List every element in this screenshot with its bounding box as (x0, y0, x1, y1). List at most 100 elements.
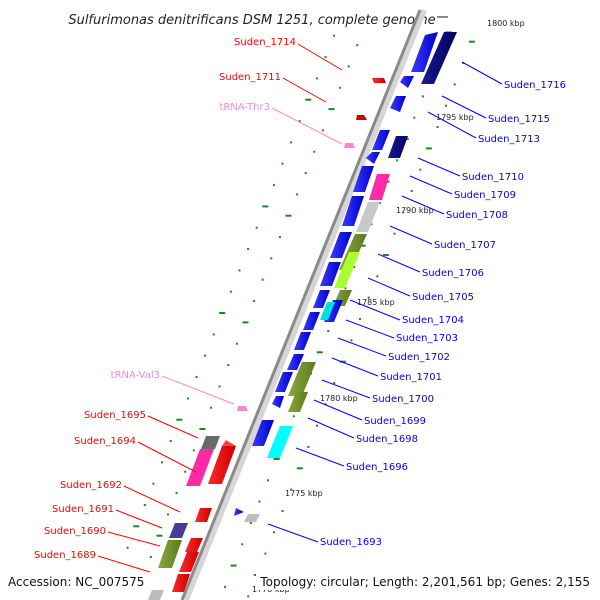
gene-label-suden-1706[interactable]: Suden_1706 (422, 268, 484, 279)
gene-label-suden-1703[interactable]: Suden_1703 (396, 333, 458, 344)
gene-label-suden-1713[interactable]: Suden_1713 (478, 134, 540, 145)
gene-block[interactable] (411, 32, 438, 72)
gene-label-suden-1690[interactable]: Suden_1690 (44, 526, 106, 537)
gene-block[interactable] (222, 440, 236, 446)
gene-label-suden-1689[interactable]: Suden_1689 (34, 550, 96, 561)
gene-label-suden-1695[interactable]: Suden_1695 (84, 410, 146, 421)
gene-block[interactable] (388, 136, 408, 158)
gene-block[interactable] (366, 152, 380, 164)
gene-label-suden-1704[interactable]: Suden_1704 (402, 315, 464, 326)
track-tick (235, 342, 238, 345)
gene-label-suden-1716[interactable]: Suden_1716 (504, 80, 566, 91)
gene-block[interactable] (252, 420, 274, 446)
gene-block[interactable] (303, 312, 320, 330)
gene-block[interactable] (288, 362, 316, 396)
gene-label-suden-1692[interactable]: Suden_1692 (60, 480, 122, 491)
trna-block[interactable] (237, 406, 248, 411)
gene-block[interactable] (421, 32, 457, 84)
gene-block[interactable] (320, 302, 335, 320)
footer-left-bg (4, 572, 136, 590)
gene-block[interactable] (353, 166, 374, 192)
track-tick (258, 500, 261, 503)
gene-block[interactable] (186, 449, 214, 486)
gene-label-suden-1694[interactable]: Suden_1694 (74, 436, 136, 447)
gene-label-trna-val3[interactable]: tRNA-Val3 (111, 370, 160, 381)
trna-block[interactable] (344, 143, 355, 148)
gene-label-suden-1711[interactable]: Suden_1711 (219, 72, 281, 83)
gene-label-suden-1705[interactable]: Suden_1705 (412, 292, 474, 303)
gene-block[interactable] (169, 523, 188, 538)
gene-block[interactable] (313, 290, 330, 308)
gene-block[interactable] (330, 232, 352, 258)
track-tick (333, 382, 336, 384)
gene-block[interactable] (185, 538, 203, 552)
gene-block[interactable] (400, 76, 414, 88)
gene-block[interactable] (158, 540, 182, 568)
gene-block[interactable] (195, 508, 212, 522)
gene-label-suden-1698[interactable]: Suden_1698 (356, 434, 418, 445)
gene-label-suden-1702[interactable]: Suden_1702 (388, 352, 450, 363)
track-tick (328, 108, 335, 111)
track-tick (281, 510, 284, 512)
track-tick (161, 461, 163, 464)
gene-block[interactable] (208, 446, 236, 484)
connector (417, 157, 461, 177)
gene-label-suden-1696[interactable]: Suden_1696 (346, 462, 408, 473)
gene-block[interactable] (172, 574, 190, 592)
connector (137, 441, 197, 473)
gene-label-suden-1710[interactable]: Suden_1710 (462, 172, 524, 183)
gene-block[interactable] (356, 202, 380, 232)
track-tick (175, 492, 178, 494)
gene-block[interactable] (372, 78, 386, 83)
track-tick (419, 168, 422, 171)
gene-block[interactable] (267, 426, 293, 458)
track-tick (359, 318, 361, 320)
gene-block[interactable] (272, 396, 284, 408)
gene-label-suden-1714[interactable]: Suden_1714 (234, 37, 296, 48)
gene-block[interactable] (234, 508, 244, 516)
gene-block[interactable] (369, 174, 390, 200)
track-tick (169, 440, 172, 442)
connector (377, 253, 421, 273)
gene-block[interactable] (288, 392, 308, 412)
gene-block[interactable] (275, 372, 293, 392)
track-tick (298, 120, 301, 123)
gene-block[interactable] (342, 196, 364, 226)
gene-block[interactable] (390, 96, 406, 112)
gene-label-suden-1707[interactable]: Suden_1707 (434, 240, 496, 251)
gene-label-suden-1693[interactable]: Suden_1693 (320, 537, 382, 548)
gene-block[interactable] (372, 130, 390, 150)
track-tick (296, 193, 299, 196)
connector (331, 357, 379, 377)
track-tick (304, 172, 307, 175)
gene-block[interactable] (356, 115, 367, 120)
track-tick (199, 428, 206, 430)
gene-label-suden-1699[interactable]: Suden_1699 (364, 416, 426, 427)
track-tick (219, 312, 226, 314)
gene-label-suden-1709[interactable]: Suden_1709 (454, 190, 516, 201)
gene-label-trna-thr3[interactable]: tRNA-Thr3 (219, 102, 270, 113)
gene-block[interactable] (320, 262, 341, 286)
gene-block[interactable] (334, 252, 360, 288)
connector (115, 509, 163, 529)
connector (345, 319, 395, 339)
gene-label-suden-1691[interactable]: Suden_1691 (52, 504, 114, 515)
gene-block[interactable] (294, 332, 311, 350)
gene-label-suden-1700[interactable]: Suden_1700 (372, 394, 434, 405)
connector (313, 399, 363, 421)
track-tick (270, 257, 273, 260)
track-tick (133, 525, 140, 528)
gene-label-suden-1701[interactable]: Suden_1701 (380, 372, 442, 383)
gene-block[interactable] (244, 514, 260, 522)
gene-label-suden-1708[interactable]: Suden_1708 (446, 210, 508, 221)
gene-label-suden-1715[interactable]: Suden_1715 (488, 114, 550, 125)
gene-block[interactable] (287, 354, 304, 370)
gene-block[interactable] (201, 436, 220, 449)
gene-block[interactable] (148, 590, 164, 600)
connector (401, 195, 445, 215)
gene-block[interactable] (179, 552, 199, 572)
connector (389, 225, 433, 245)
track-tick (261, 278, 264, 281)
connector (427, 111, 477, 139)
track-tick (425, 147, 432, 150)
